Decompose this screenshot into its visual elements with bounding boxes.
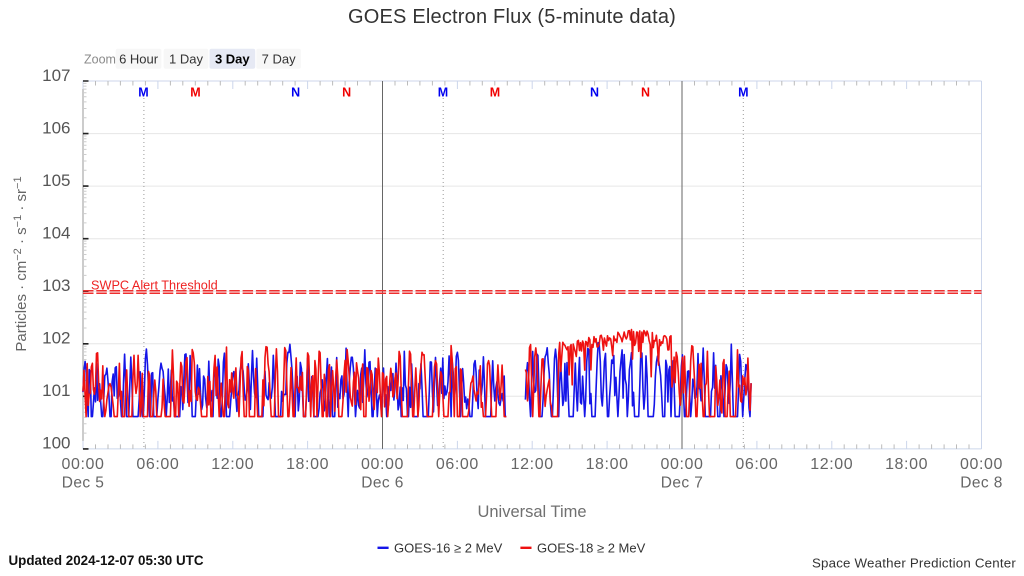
svg-text:Updated 2024-12-07 05:30 UTC: Updated 2024-12-07 05:30 UTC <box>9 553 204 568</box>
svg-text:M: M <box>738 86 748 100</box>
svg-text:7 Day: 7 Day <box>262 52 296 67</box>
svg-text:Dec 5: Dec 5 <box>62 475 105 492</box>
svg-text:102: 102 <box>42 329 70 348</box>
svg-text:18:00: 18:00 <box>586 456 629 473</box>
svg-text:N: N <box>342 86 351 100</box>
svg-text:103: 103 <box>42 276 70 295</box>
svg-text:Dec 6: Dec 6 <box>361 475 404 492</box>
svg-text:18:00: 18:00 <box>885 456 928 473</box>
svg-text:Dec 8: Dec 8 <box>960 475 1003 492</box>
svg-text:N: N <box>641 86 650 100</box>
svg-text:107: 107 <box>42 66 70 85</box>
svg-text:M: M <box>190 86 200 100</box>
svg-text:3 Day: 3 Day <box>215 52 250 67</box>
svg-text:GOES Electron Flux (5-minute d: GOES Electron Flux (5-minute data) <box>348 6 676 28</box>
svg-text:N: N <box>590 86 599 100</box>
svg-text:GOES-16 ≥ 2 MeV: GOES-16 ≥ 2 MeV <box>394 541 503 556</box>
svg-text:M: M <box>138 86 148 100</box>
svg-text:100: 100 <box>42 434 70 453</box>
svg-text:SWPC Alert Threshold: SWPC Alert Threshold <box>91 279 218 293</box>
svg-text:00:00: 00:00 <box>960 456 1003 473</box>
svg-text:N: N <box>291 86 300 100</box>
svg-text:00:00: 00:00 <box>660 456 703 473</box>
svg-text:101: 101 <box>42 381 70 400</box>
svg-text:M: M <box>490 86 500 100</box>
svg-text:Universal Time: Universal Time <box>477 503 586 521</box>
svg-text:M: M <box>438 86 448 100</box>
svg-text:104: 104 <box>42 224 70 243</box>
svg-text:6 Hour: 6 Hour <box>119 52 159 67</box>
svg-text:12:00: 12:00 <box>810 456 853 473</box>
svg-text:106: 106 <box>42 118 70 137</box>
svg-text:06:00: 06:00 <box>436 456 479 473</box>
svg-text:06:00: 06:00 <box>735 456 778 473</box>
svg-text:00:00: 00:00 <box>361 456 404 473</box>
svg-text:Dec 7: Dec 7 <box>661 475 704 492</box>
svg-text:1 Day: 1 Day <box>169 52 203 67</box>
svg-text:12:00: 12:00 <box>211 456 254 473</box>
svg-text:105: 105 <box>42 171 70 190</box>
svg-text:Space Weather Prediction Cente: Space Weather Prediction Center <box>812 556 1016 571</box>
svg-text:18:00: 18:00 <box>286 456 329 473</box>
svg-text:GOES-18 ≥ 2 MeV: GOES-18 ≥ 2 MeV <box>537 541 646 556</box>
svg-text:00:00: 00:00 <box>61 456 104 473</box>
svg-text:Zoom: Zoom <box>84 53 116 67</box>
svg-text:06:00: 06:00 <box>136 456 179 473</box>
svg-text:Particles · cm−2 · s−1 · sr−1: Particles · cm−2 · s−1 · sr−1 <box>12 176 30 351</box>
svg-text:12:00: 12:00 <box>511 456 554 473</box>
